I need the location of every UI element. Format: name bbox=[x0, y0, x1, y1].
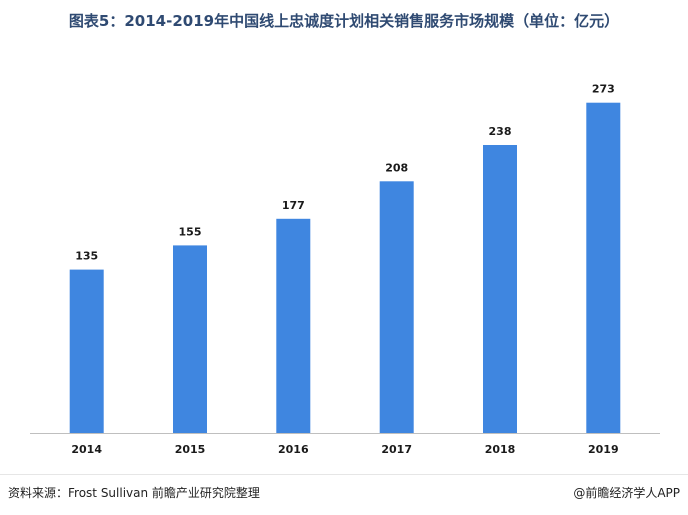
bars-layer bbox=[69, 102, 621, 433]
x-tick-label-2016: 2016 bbox=[278, 443, 309, 456]
bar-2019 bbox=[586, 102, 621, 433]
brand-credit: @前瞻经济学人APP bbox=[573, 486, 680, 500]
value-label-2015: 155 bbox=[179, 225, 202, 238]
bar-2016 bbox=[276, 218, 311, 433]
x-tick-label-2019: 2019 bbox=[588, 443, 619, 456]
x-tick-label-2015: 2015 bbox=[175, 443, 206, 456]
x-tick-labels-layer: 2014 2015 2016 2017 2018 2019 bbox=[71, 443, 618, 456]
value-label-2018: 238 bbox=[489, 125, 512, 138]
bar-2015 bbox=[173, 245, 207, 433]
bar-2014 bbox=[69, 269, 104, 433]
value-label-2016: 177 bbox=[282, 199, 305, 212]
value-labels-layer: 135 155 177 208 238 273 bbox=[75, 83, 615, 263]
value-label-2017: 208 bbox=[385, 161, 408, 174]
footer-divider bbox=[0, 474, 688, 475]
source-note: 资料来源：Frost Sullivan 前瞻产业研究院整理 bbox=[8, 486, 260, 500]
x-tick-label-2017: 2017 bbox=[381, 443, 412, 456]
chart-title: 图表5：2014-2019年中国线上忠诚度计划相关销售服务市场规模（单位：亿元） bbox=[68, 12, 620, 30]
bar-2017 bbox=[379, 181, 414, 433]
value-label-2014: 135 bbox=[75, 250, 98, 263]
x-tick-label-2014: 2014 bbox=[71, 443, 102, 456]
x-tick-label-2018: 2018 bbox=[485, 443, 516, 456]
value-label-2019: 273 bbox=[592, 83, 615, 96]
footer: 资料来源：Frost Sullivan 前瞻产业研究院整理 @前瞻经济学人APP bbox=[8, 484, 680, 506]
bar-2018 bbox=[483, 145, 517, 433]
